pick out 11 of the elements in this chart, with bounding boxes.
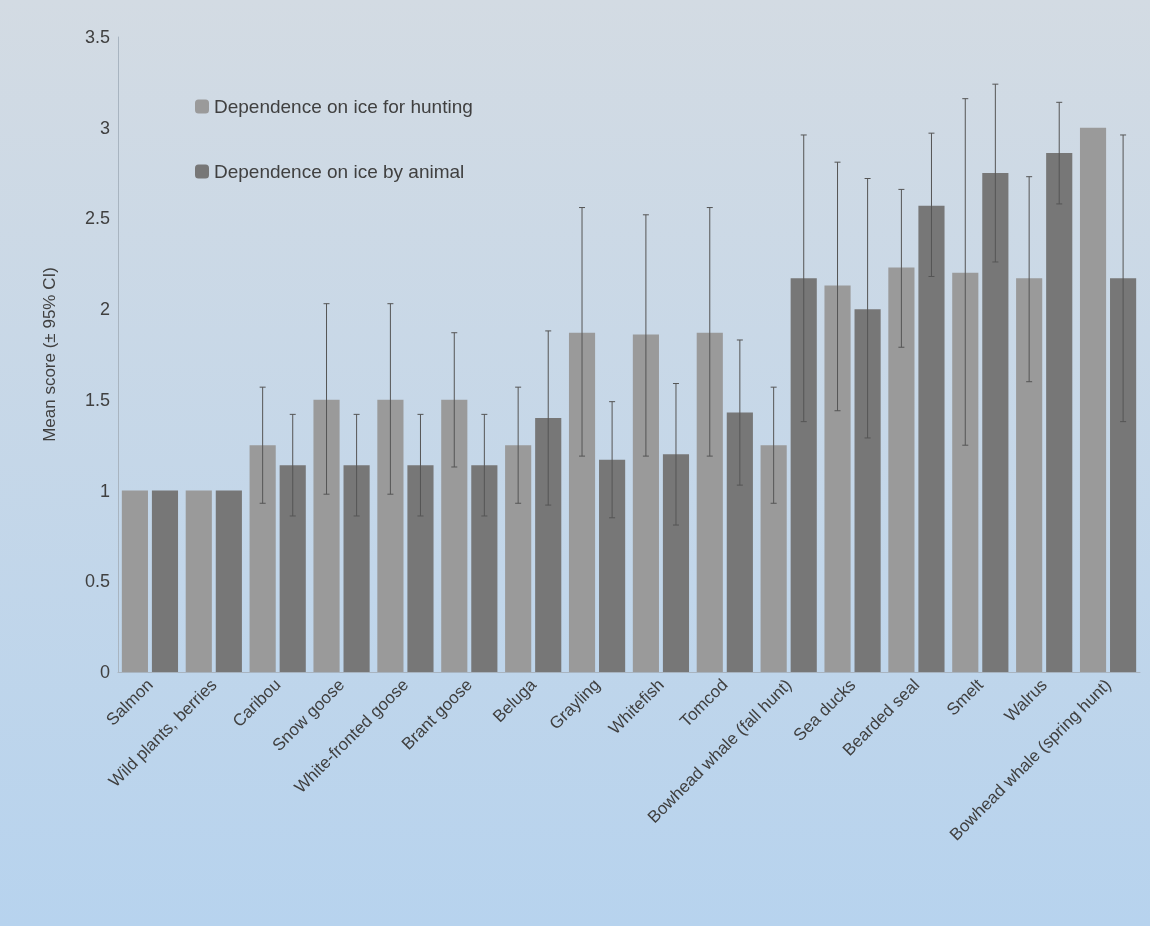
y-tick-label: 3 bbox=[99, 117, 110, 138]
y-tick-label: 2 bbox=[99, 299, 110, 320]
y-tick-label: 0 bbox=[99, 662, 110, 682]
y-tick-label: 0.5 bbox=[84, 571, 110, 592]
y-tick-label: 1.5 bbox=[84, 389, 110, 410]
y-axis-title: Mean score (± 95% CI) bbox=[40, 267, 59, 442]
legend-label: Dependence on ice by animal bbox=[214, 161, 465, 182]
y-tick-label: 3.5 bbox=[84, 27, 110, 47]
legend-label: Dependence on ice for hunting bbox=[214, 96, 473, 117]
y-tick-label: 2.5 bbox=[84, 208, 110, 229]
y-tick-label: 1 bbox=[99, 480, 110, 501]
